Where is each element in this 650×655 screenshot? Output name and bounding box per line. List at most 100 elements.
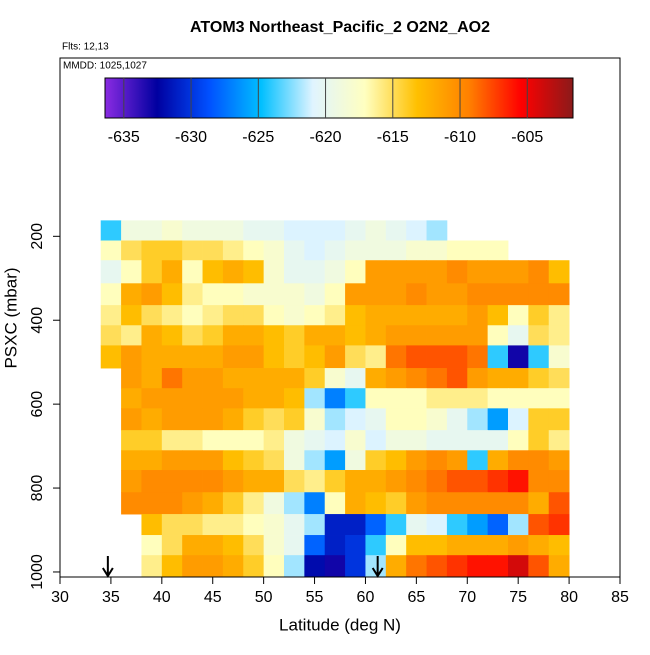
heat-cell	[182, 260, 203, 284]
heat-cell	[161, 470, 183, 493]
heat-cell	[467, 345, 489, 369]
heat-cell	[324, 220, 346, 241]
heat-cell	[202, 388, 224, 409]
heat-cell	[243, 220, 265, 241]
heat-cell	[222, 260, 244, 284]
heat-cell	[222, 492, 244, 515]
heat-cell	[161, 220, 183, 241]
heat-cell	[487, 283, 509, 306]
heat-cell	[487, 305, 509, 326]
heat-cell	[121, 305, 142, 326]
heat-cell	[141, 514, 163, 536]
heat-cell	[324, 240, 346, 261]
heat-cell	[385, 450, 407, 471]
heat-cell	[100, 305, 122, 326]
heat-cell	[446, 283, 468, 306]
heat-cell	[182, 325, 203, 346]
heat-cell	[487, 240, 509, 261]
heat-cell	[304, 240, 326, 261]
heat-cell	[222, 305, 244, 326]
heat-cell	[467, 450, 489, 471]
heat-cell	[508, 555, 529, 578]
heat-cell	[121, 260, 142, 284]
heat-cell	[284, 555, 305, 578]
heat-cell	[467, 388, 489, 409]
heat-cell	[446, 470, 468, 493]
heat-cell	[385, 368, 407, 389]
heat-cell	[324, 535, 346, 556]
heat-cell	[467, 368, 489, 389]
heat-cell	[284, 240, 305, 261]
y-axis-label: PSXC (mbar)	[1, 267, 20, 368]
heat-cell	[487, 535, 509, 556]
heat-cell	[324, 470, 346, 493]
heat-cell	[324, 388, 346, 409]
heat-cell	[406, 514, 427, 536]
heat-cell	[222, 430, 244, 451]
heat-cell	[182, 283, 203, 306]
heat-cell	[487, 470, 509, 493]
heat-cell	[284, 514, 305, 536]
heat-cell	[487, 345, 509, 369]
heat-cell	[222, 240, 244, 261]
heat-cell	[467, 283, 489, 306]
heat-cell	[222, 368, 244, 389]
heat-cell	[304, 220, 326, 241]
heat-cell	[446, 535, 468, 556]
heat-cell	[161, 450, 183, 471]
y-tick-label: 400	[29, 307, 46, 334]
heat-cell	[202, 368, 224, 389]
heat-cell	[222, 345, 244, 369]
heat-cell	[263, 388, 285, 409]
heat-cell	[467, 514, 489, 536]
heat-cell	[243, 430, 265, 451]
heat-cell	[141, 388, 163, 409]
plot-frame	[59, 57, 621, 578]
y-tick-label: 1000	[29, 554, 46, 590]
heat-cell	[548, 430, 570, 451]
heat-cell	[548, 368, 570, 389]
heat-cell	[548, 260, 570, 284]
heat-cell	[222, 450, 244, 471]
heat-cell	[406, 345, 427, 369]
heat-cell	[365, 305, 387, 326]
heat-cell	[446, 368, 468, 389]
heat-cell	[426, 514, 448, 536]
heat-cell	[222, 555, 244, 578]
heat-cell	[263, 470, 285, 493]
heat-cell	[528, 325, 550, 346]
colorbar-tick-label: -625	[242, 129, 274, 146]
heat-cell	[222, 283, 244, 306]
heat-cell	[161, 305, 183, 326]
heat-cell	[182, 388, 203, 409]
heat-cell	[508, 430, 529, 451]
heat-cell	[508, 305, 529, 326]
heat-cell	[406, 555, 427, 578]
heat-cell	[222, 388, 244, 409]
heat-cell	[487, 514, 509, 536]
heat-cell	[243, 450, 265, 471]
heat-cell	[406, 220, 427, 241]
heat-cell	[121, 450, 142, 471]
heat-cell	[508, 388, 529, 409]
heat-cell	[467, 555, 489, 578]
heat-cell	[385, 430, 407, 451]
x-tick-label: 80	[560, 589, 578, 606]
heat-cell	[121, 492, 142, 515]
heat-cell	[324, 514, 346, 536]
heat-cell	[426, 408, 448, 431]
heat-cell	[263, 305, 285, 326]
heat-cell	[385, 492, 407, 515]
heat-cell	[243, 345, 265, 369]
heat-cell	[508, 345, 529, 369]
heat-cell	[141, 450, 163, 471]
heat-cell	[182, 408, 203, 431]
heat-cell	[345, 535, 366, 556]
heat-cell	[365, 220, 387, 241]
heat-cell	[385, 470, 407, 493]
heat-cell	[243, 535, 265, 556]
heat-cell	[324, 305, 346, 326]
heat-cell	[385, 260, 407, 284]
heat-cell	[426, 430, 448, 451]
heat-cell	[345, 408, 366, 431]
